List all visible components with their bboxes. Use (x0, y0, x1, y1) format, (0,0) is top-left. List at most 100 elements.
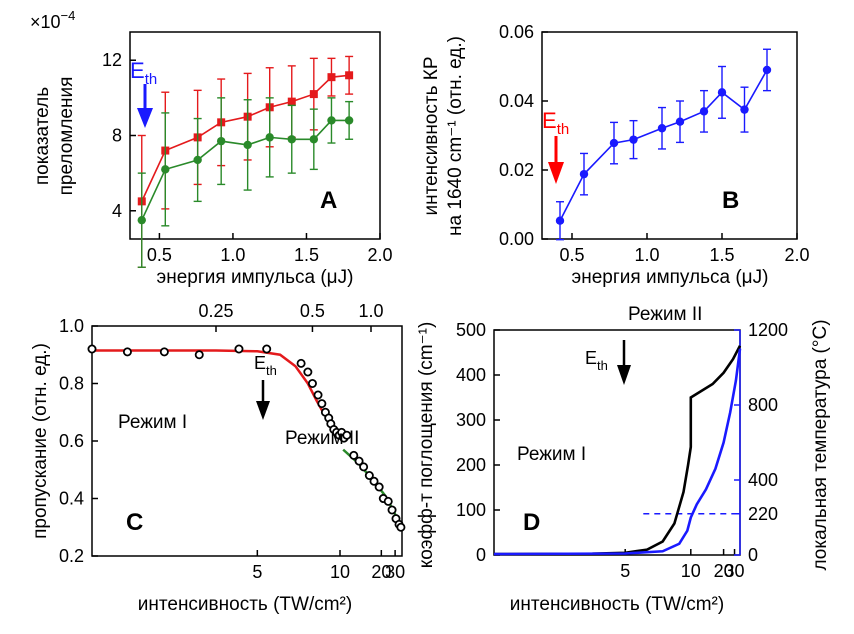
panel-b-eth-arrow-icon (548, 136, 564, 184)
data-point (762, 65, 772, 75)
panel-d-regime-1: Режим I (517, 444, 586, 465)
data-point (287, 97, 296, 106)
y-tick-label: 0.06 (499, 22, 534, 42)
x-tick-label: 0.5 (147, 245, 172, 265)
panel-a-ticks: 0.5 1.0 1.5 2.0 4 8 12 (102, 50, 393, 265)
data-point (354, 456, 364, 466)
top-x-tick-label: 0.25 (198, 301, 233, 321)
panel-c-eth-arrow-icon (256, 380, 270, 420)
data-point (265, 133, 274, 142)
panel-a-frame (129, 31, 381, 240)
panel-c-ylabel: пропускание (отн. ед.) (30, 343, 51, 539)
panel-b-series (555, 48, 772, 241)
data-point (262, 344, 272, 354)
y-tick-label: 0.02 (499, 160, 534, 180)
panel-c-series (87, 344, 406, 532)
data-point (699, 107, 709, 116)
x-tick-label: 30 (725, 561, 745, 581)
data-point (87, 344, 97, 354)
y-tick-label: 100 (456, 500, 486, 520)
panel-b: 0.5 1.0 1.5 2.0 0.00 0.02 0.04 0.06 интенсивнос… (421, 22, 810, 288)
data-point (317, 399, 327, 409)
panel-a-xlabel: энергия импульса (μJ) (157, 267, 354, 288)
y-tick-label: 1.0 (59, 316, 84, 336)
panel-d-series (493, 345, 742, 556)
x-tick-label: 30 (385, 562, 405, 582)
y-tick-label: 0.4 (59, 489, 84, 509)
data-point (369, 476, 379, 486)
x-tick-label: 5 (252, 562, 262, 582)
temperature-line (493, 348, 742, 556)
panel-d-letter: D (523, 509, 540, 536)
panel-d-eth-label: Eth (585, 348, 608, 373)
data-point (364, 470, 374, 480)
y-tick-label: 0.6 (59, 431, 84, 451)
y2-tick-label: 800 (748, 395, 778, 415)
panel-a-eth-arrow-icon (137, 84, 153, 128)
data-point (342, 430, 352, 440)
data-point (309, 135, 319, 144)
panel-b-xlabel: энергия импульса (μJ) (572, 267, 769, 288)
data-point (387, 505, 397, 515)
data-point (216, 136, 226, 146)
data-point (313, 390, 323, 400)
panel-a-exponent: ×10−4 (30, 8, 75, 32)
x-tick-label: 2.0 (784, 245, 809, 265)
panel-a-letter: A (320, 187, 337, 214)
data-point (137, 215, 146, 225)
y-tick-label: 8 (112, 126, 122, 146)
y-tick-label: 500 (456, 320, 486, 340)
data-point (193, 155, 202, 165)
panel-b-letter: B (722, 187, 739, 214)
x-tick-label: 1.0 (634, 245, 659, 265)
data-point (327, 73, 336, 82)
data-point (383, 496, 393, 506)
y-tick-label: 0.00 (499, 229, 534, 249)
data-point (345, 71, 354, 80)
x-tick-label: 10 (681, 561, 701, 581)
data-point (740, 105, 749, 114)
y-tick-label: 0 (476, 545, 486, 565)
y-tick-label: 4 (112, 201, 122, 221)
data-point (609, 138, 619, 148)
panel-a-ylabel-line1: показатель (32, 87, 53, 185)
panel-c-eth-label: Eth (254, 353, 277, 378)
data-point (555, 216, 565, 225)
series-line (141, 74, 350, 202)
top-x-tick-label: 0.5 (300, 301, 325, 321)
data-point (657, 124, 667, 133)
data-point (374, 482, 384, 492)
data-point (309, 90, 318, 99)
panel-a: 0.5 1.0 1.5 2.0 4 8 12 ×10−4 показатель прелом… (30, 8, 393, 288)
panel-d-regime-2: Режим II (628, 304, 702, 325)
data-point (122, 347, 132, 357)
panel-a-eth-label: Eth (130, 58, 157, 88)
panel-a-series (137, 55, 354, 268)
panel-d-ylabel: коэфф-т поглощения (cm⁻¹) (416, 322, 437, 569)
y2-tick-label: 1200 (748, 320, 788, 340)
top-x-tick-label: 1.0 (358, 301, 383, 321)
x-tick-label: 5 (620, 561, 630, 581)
data-point (296, 358, 306, 368)
x-tick-label: 1.0 (220, 245, 245, 265)
panel-c-regime-1: Режим I (118, 412, 187, 433)
x-tick-label: 2.0 (367, 245, 392, 265)
panel-c-regime-2: Режим II (285, 428, 359, 449)
data-point (717, 88, 727, 97)
panel-c-xlabel: интенсивность (TW/cm²) (138, 594, 352, 615)
data-point (161, 165, 170, 174)
panel-d-y2label: локальная температура (°C) (810, 319, 831, 570)
panel-c-letter: C (126, 509, 143, 536)
data-point (243, 140, 252, 150)
panel-d-xlabel: интенсивность (TW/cm²) (510, 594, 724, 615)
data-point (675, 117, 685, 126)
x-tick-label: 10 (330, 562, 350, 582)
y-tick-label: 0.8 (59, 374, 84, 394)
x-tick-label: 20 (371, 562, 391, 582)
y-tick-label: 12 (102, 50, 122, 70)
